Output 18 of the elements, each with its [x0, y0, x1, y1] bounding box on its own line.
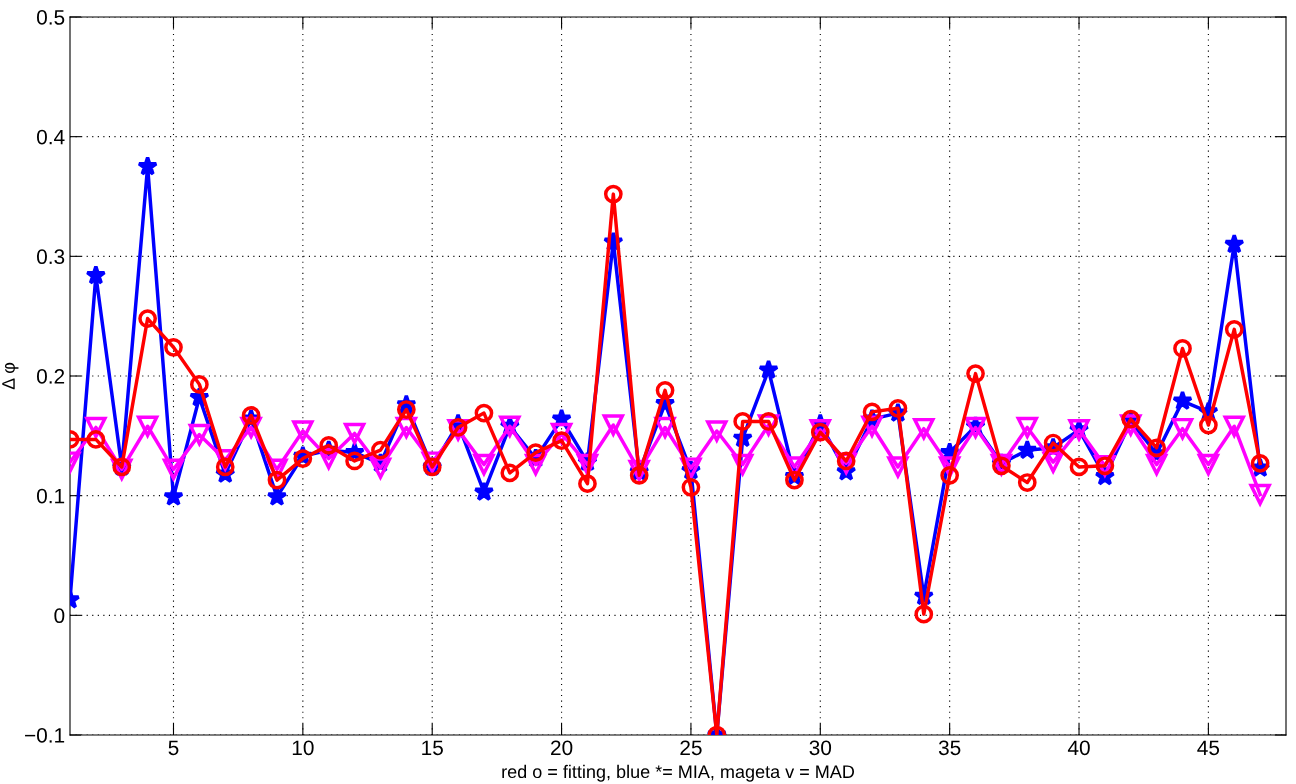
y-tick-label: 0.3: [36, 249, 65, 265]
x-tick-label: 45: [1197, 740, 1220, 756]
x-tick-label: 10: [292, 740, 314, 756]
x-tick-label: 15: [422, 740, 443, 756]
y-tick-label: 0.5: [36, 10, 65, 25]
y-tick-label: 0.4: [36, 129, 65, 145]
y-tick-label: 0.1: [36, 488, 65, 504]
x-tick-label: 40: [1067, 740, 1090, 756]
y-tick-label: −0.1: [25, 728, 65, 743]
y-tick-label: 0.2: [36, 369, 65, 384]
x-tick-label: 5: [168, 740, 179, 756]
y-tick-label: 0: [54, 608, 65, 624]
x-tick-label: 35: [938, 740, 961, 756]
x-tick-label: 30: [809, 740, 832, 756]
y-axis-title: Δ φ: [2, 362, 19, 390]
x-tick-label: 25: [680, 740, 702, 756]
x-tick-label: 20: [551, 740, 573, 756]
x-axis-title: red o = fitting, blue *= MIA, mageta v = MAD: [502, 764, 855, 782]
